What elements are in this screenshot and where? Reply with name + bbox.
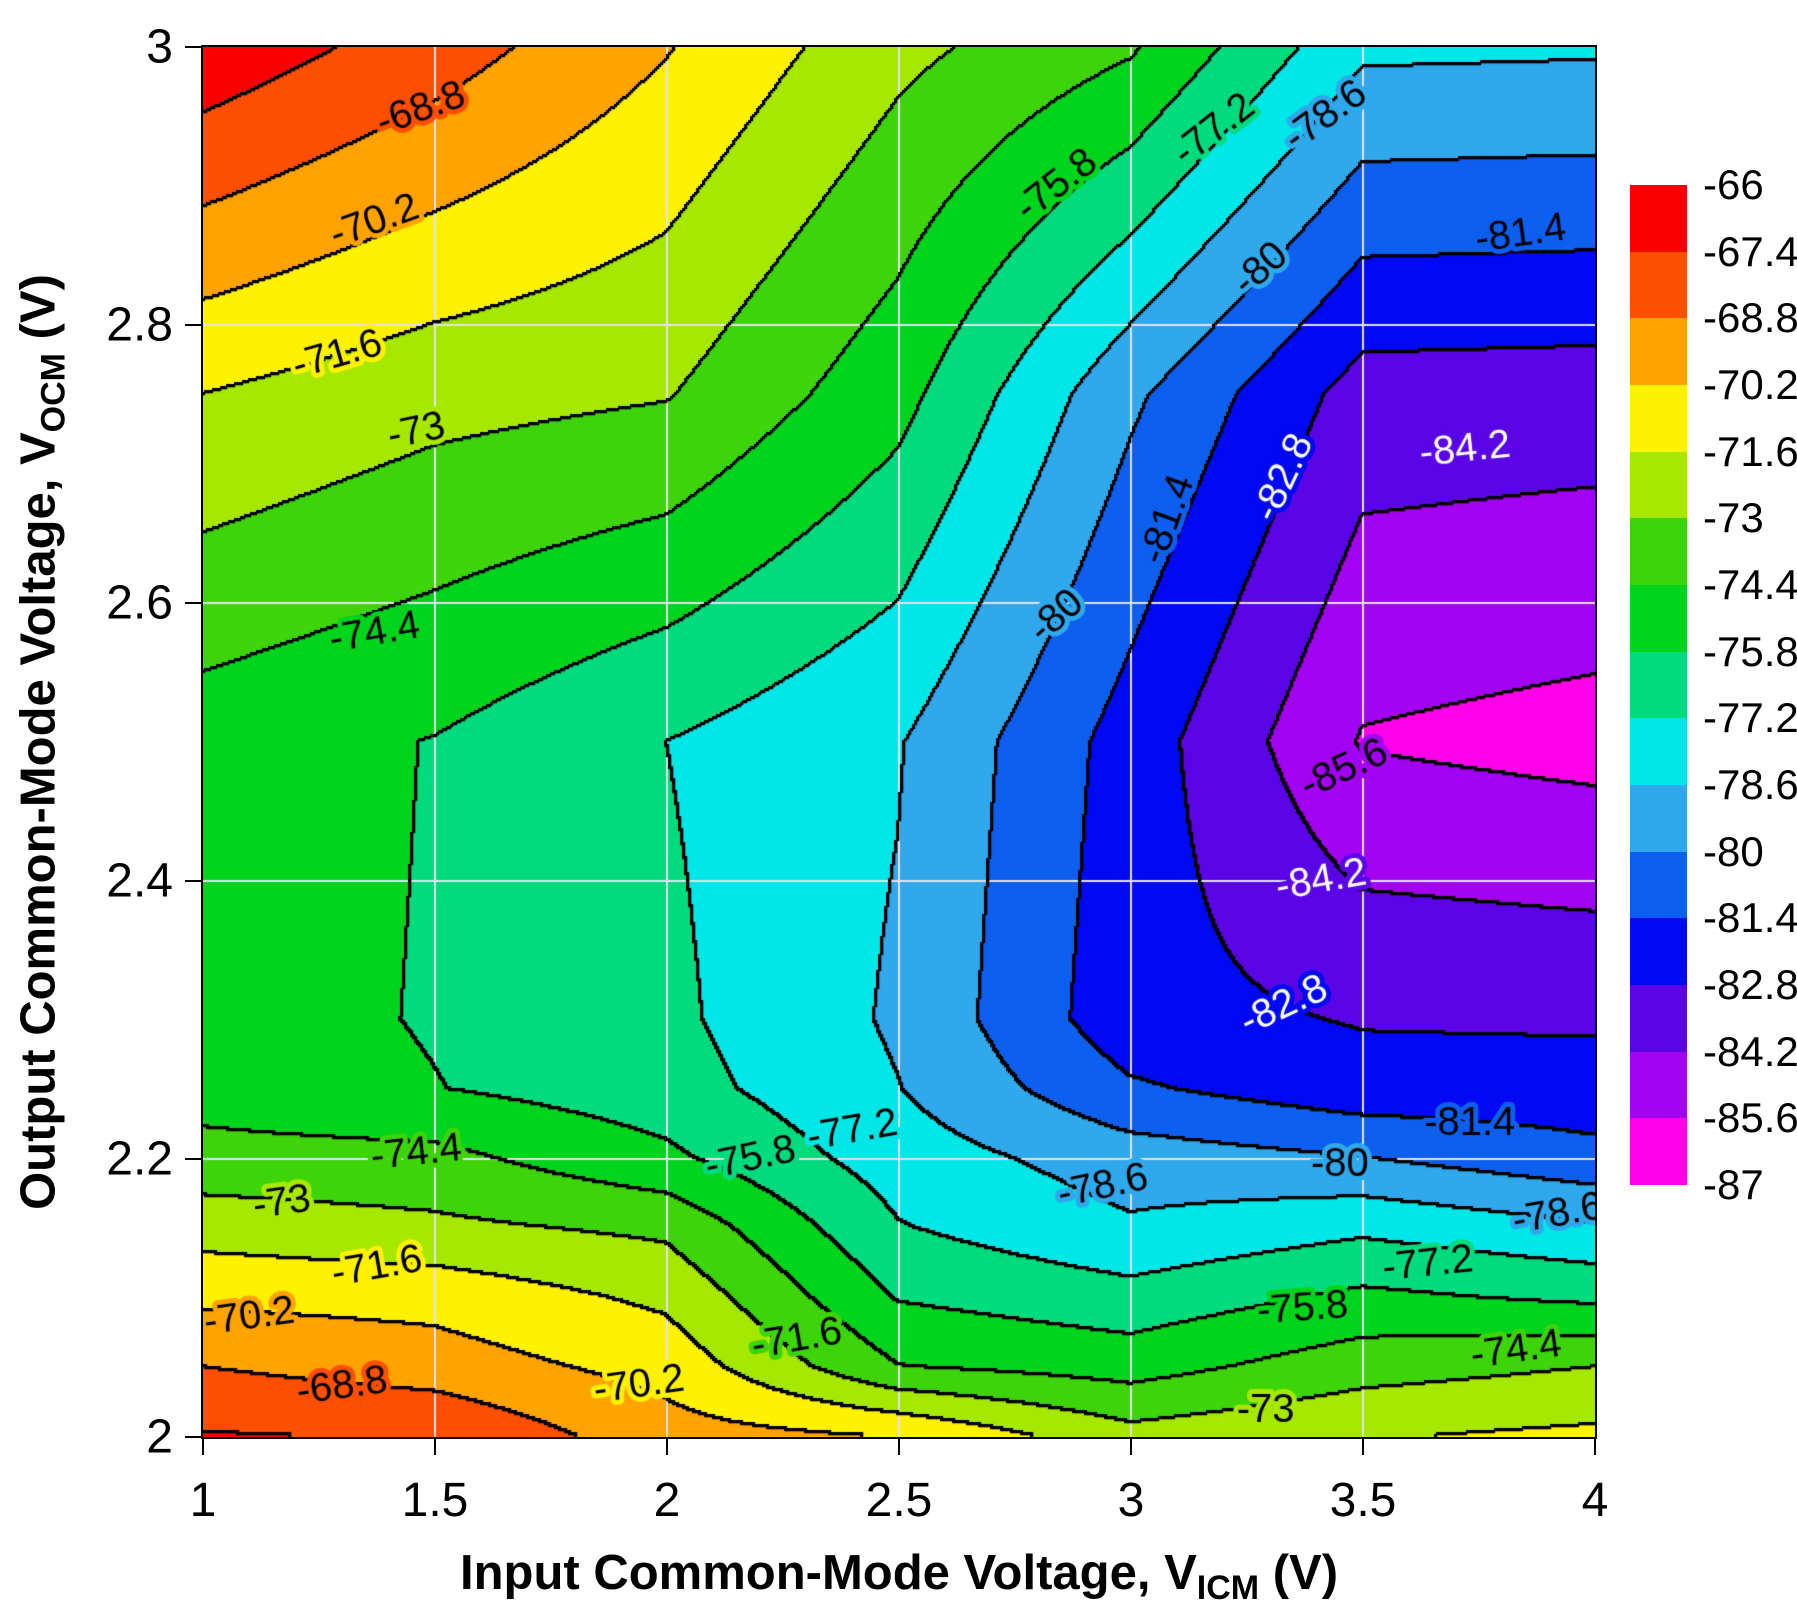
colorbar-label: -85.6 (1703, 1094, 1797, 1142)
colorbar-segment (1630, 318, 1687, 385)
x-tick-label: 3 (1117, 1474, 1145, 1527)
y-title-text: Output Common-Mode Voltage, V (11, 432, 66, 1210)
x-tick-mark (666, 1439, 668, 1455)
y-tick-mark (185, 880, 201, 882)
x-title-subscript: ICM (1196, 1569, 1260, 1602)
colorbar-label: -67.4 (1703, 227, 1797, 275)
x-tick-label: 1.5 (401, 1474, 469, 1527)
colorbar (1630, 185, 1687, 1185)
x-tick-label: 2 (653, 1474, 681, 1527)
colorbar-segment (1630, 851, 1687, 919)
colorbar-segment (1630, 251, 1687, 319)
colorbar-label: -78.6 (1703, 761, 1797, 808)
colorbar-label: -77.2 (1703, 694, 1797, 742)
contour-canvas (203, 47, 1595, 1437)
x-tick-mark (1362, 1439, 1364, 1455)
colorbar-segment (1630, 784, 1687, 852)
colorbar-label: -80 (1703, 827, 1764, 875)
x-tick-label: 3.5 (1329, 1474, 1397, 1527)
y-tick-mark (185, 46, 201, 48)
x-axis-title: Input Common-Mode Voltage, VICM (V) (460, 1545, 1338, 1602)
y-tick-label: 2.2 (106, 1132, 173, 1186)
y-tick-mark (185, 602, 201, 604)
colorbar-label: -71.6 (1703, 427, 1797, 475)
x-tick-mark (1130, 1439, 1132, 1455)
x-title-text: Input Common-Mode Voltage, V (459, 1546, 1197, 1600)
x-tick-mark (202, 1439, 204, 1455)
colorbar-label: -82.8 (1703, 961, 1797, 1008)
x-tick-label: 4 (1581, 1474, 1609, 1527)
x-tick-mark (434, 1439, 436, 1455)
colorbar-segment (1630, 518, 1687, 585)
colorbar-label: -75.8 (1703, 627, 1797, 675)
y-tick-label: 2.8 (106, 298, 173, 352)
plot-area (201, 45, 1597, 1439)
colorbar-label: -84.2 (1703, 1027, 1797, 1075)
colorbar-segment (1630, 984, 1687, 1052)
x-tick-label: 2.5 (865, 1474, 933, 1527)
colorbar-label: -68.8 (1703, 294, 1797, 342)
x-tick-label: 1 (189, 1474, 217, 1527)
colorbar-label: -87 (1703, 1161, 1764, 1208)
y-title-suffix: (V) (11, 274, 66, 354)
colorbar-segment (1630, 584, 1687, 652)
colorbar-segment (1630, 918, 1687, 985)
y-tick-label: 2.6 (106, 576, 173, 630)
colorbar-segment (1630, 384, 1687, 452)
colorbar-segment (1630, 718, 1687, 785)
y-tick-label: 2.4 (106, 854, 173, 908)
colorbar-label: -74.4 (1703, 561, 1797, 608)
colorbar-segment (1630, 1118, 1687, 1185)
colorbar-label: -66 (1703, 161, 1764, 208)
y-tick-label: 3 (146, 20, 173, 74)
colorbar-segment (1630, 451, 1687, 519)
x-tick-mark (898, 1439, 900, 1455)
x-tick-mark (1594, 1439, 1596, 1455)
colorbar-label: -81.4 (1703, 894, 1797, 942)
x-title-suffix: (V) (1259, 1546, 1339, 1600)
y-tick-mark (185, 1436, 201, 1438)
colorbar-segment (1630, 185, 1687, 252)
y-title-subscript: OCM (34, 353, 73, 433)
y-tick-mark (185, 324, 201, 326)
colorbar-segment (1630, 1051, 1687, 1119)
colorbar-label: -70.2 (1703, 361, 1797, 408)
y-tick-mark (185, 1158, 201, 1160)
y-axis-title: Output Common-Mode Voltage, VOCM (V) (11, 274, 74, 1210)
colorbar-label: -73 (1703, 494, 1764, 542)
colorbar-segment (1630, 651, 1687, 719)
y-tick-label: 2 (146, 1410, 173, 1464)
